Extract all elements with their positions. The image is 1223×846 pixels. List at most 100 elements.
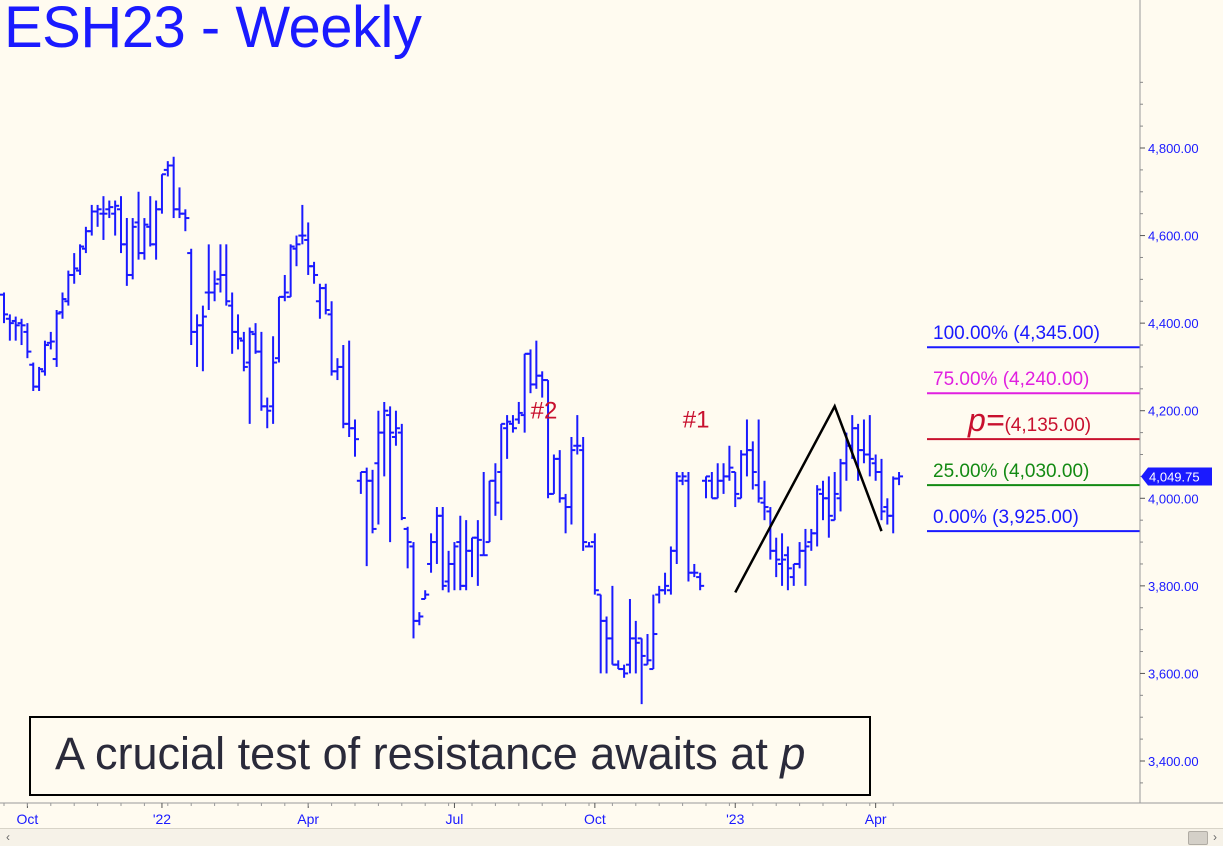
ohlc-bar <box>503 415 512 459</box>
ohlc-bar <box>93 204 102 227</box>
axes: 3,400.00 3,600.00 3,800.00 4,000.00 4,200.00… <box>0 0 1223 827</box>
ohlc-bar <box>333 358 342 381</box>
ohlc-bar <box>684 472 693 582</box>
ohlc-bar <box>719 463 728 494</box>
ohlc-bar <box>608 585 617 666</box>
ohlc-bar <box>655 585 664 604</box>
ohlc-bar <box>105 200 114 219</box>
ohlc-bar <box>725 445 734 481</box>
ohlc-bar <box>351 419 359 457</box>
fib-level: 100.00% (4,345.00) <box>927 323 1140 349</box>
ohlc-bars <box>0 156 904 705</box>
ohlc-bar <box>690 563 699 578</box>
ohlc-bar <box>590 533 599 595</box>
ohlc-bar <box>140 218 149 260</box>
ohlc-bar <box>631 620 640 674</box>
fib-level: 0.00% (3,925.00) <box>927 507 1140 533</box>
ohlc-bar <box>748 441 757 490</box>
ohlc-bar <box>345 340 354 437</box>
ohlc-bar <box>111 200 120 236</box>
y-tick-label: 4,400.00 <box>1148 316 1199 331</box>
ohlc-bar <box>70 253 79 284</box>
ohlc-bar <box>386 406 395 543</box>
scroll-right-arrow-icon[interactable]: › <box>1213 830 1217 844</box>
fib-level: 25.00% (4,030.00) <box>927 461 1140 487</box>
ohlc-bar <box>321 283 330 315</box>
ohlc-bar <box>807 528 816 551</box>
ohlc-bar <box>438 507 447 591</box>
ohlc-bar <box>204 244 213 311</box>
annotation-main: A crucial test of resistance awaits at <box>55 728 781 779</box>
fib-label: 25.00% (4,030.00) <box>933 461 1089 482</box>
current-price-tag: 4,049.75 <box>1141 467 1212 486</box>
ohlc-bar <box>292 235 301 267</box>
ohlc-bar <box>11 316 20 341</box>
ohlc-bar <box>245 327 254 424</box>
ohlc-bar <box>649 594 658 671</box>
fib-level: 75.00% (4,240.00) <box>927 369 1140 395</box>
ohlc-bar <box>146 196 155 247</box>
ohlc-bar <box>508 415 517 433</box>
ohlc-bar <box>772 537 781 578</box>
ohlc-bar <box>263 397 272 429</box>
ohlc-bar <box>813 485 822 547</box>
ohlc-bar <box>672 472 681 564</box>
pattern-label: #2 <box>531 398 558 425</box>
scroll-left-arrow-icon[interactable]: ‹ <box>6 830 10 844</box>
ohlc-bar <box>602 616 611 674</box>
scroll-thumb[interactable] <box>1188 831 1208 845</box>
annotation-box: A crucial test of resistance awaits at p <box>29 716 871 796</box>
x-tick-label: '22 <box>153 811 171 827</box>
ohlc-bar <box>450 542 459 591</box>
ohlc-bar <box>678 472 687 486</box>
ohlc-bar <box>128 218 137 280</box>
ohlc-bar <box>40 340 49 376</box>
ohlc-bar <box>742 419 751 477</box>
x-tick-label: Oct <box>584 811 606 827</box>
y-tick-label: 4,200.00 <box>1148 404 1199 419</box>
ohlc-bar <box>585 542 593 548</box>
ohlc-bar <box>421 590 430 600</box>
ohlc-bar <box>666 546 675 595</box>
ohlc-bar <box>514 401 523 424</box>
annotation-italic: p <box>780 728 806 779</box>
ohlc-bar <box>579 436 588 551</box>
ohlc-bar <box>280 274 289 302</box>
ohlc-bar <box>561 493 570 534</box>
abc-pattern-line <box>734 403 883 594</box>
ohlc-bar <box>479 472 488 557</box>
ohlc-bar <box>473 520 482 586</box>
x-tick-label: '23 <box>726 811 744 827</box>
ohlc-bar <box>234 314 242 350</box>
ohlc-bar <box>520 352 529 433</box>
ohlc-bar <box>830 472 839 522</box>
ohlc-bar <box>637 637 646 705</box>
ohlc-bar <box>181 209 190 232</box>
ohlc-bar <box>298 204 307 245</box>
ohlc-bar <box>824 476 833 538</box>
ohlc-bar <box>257 331 266 411</box>
y-tick-label: 3,400.00 <box>1148 754 1199 769</box>
horizontal-scrollbar[interactable]: ‹ › <box>0 828 1223 846</box>
fibonacci-levels: 100.00% (4,345.00) 75.00% (4,240.00) p=(4,… <box>927 323 1140 533</box>
price-tag-bg <box>1141 467 1212 486</box>
ohlc-bar <box>737 450 746 500</box>
y-tick-label: 3,600.00 <box>1148 666 1199 681</box>
ohlc-bar <box>198 305 207 372</box>
ohlc-bar <box>877 458 886 521</box>
x-tick-label: Jul <box>445 811 463 827</box>
ohlc-bar <box>222 244 231 306</box>
fib-label: 0.00% (3,925.00) <box>933 507 1079 528</box>
ohlc-bar <box>795 542 804 569</box>
fib-label: 75.00% (4,240.00) <box>933 369 1089 390</box>
ohlc-bar <box>491 463 500 516</box>
ohlc-bar <box>783 546 792 591</box>
ohlc-bar <box>380 401 389 477</box>
y-tick-label: 4,800.00 <box>1148 141 1199 156</box>
ohlc-bar <box>456 515 465 591</box>
ohlc-bar <box>274 295 283 363</box>
ohlc-bar <box>269 336 278 424</box>
ohlc-bar <box>427 533 436 573</box>
ohlc-bar <box>462 520 471 591</box>
fib-p-symbol: p= <box>967 402 1004 438</box>
